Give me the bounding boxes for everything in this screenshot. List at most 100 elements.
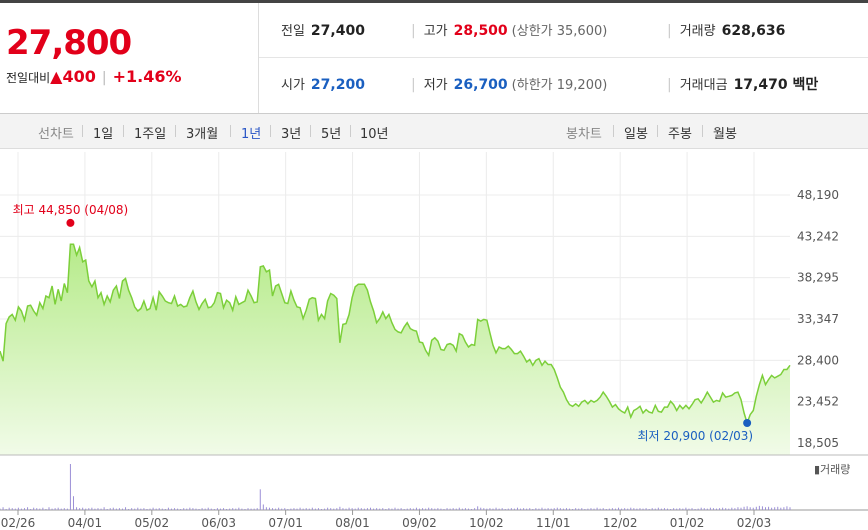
- volume-bar: [572, 509, 574, 510]
- volume-bar: [737, 507, 739, 510]
- cell-divider: |: [667, 23, 672, 39]
- tab-period-3m[interactable]: 3개월: [186, 127, 219, 142]
- prev-close-value: 27,400: [310, 23, 365, 39]
- y-tick-label: 38,295: [797, 271, 839, 285]
- trade-amount: | 거래대금 17,470 백만: [667, 74, 818, 94]
- volume-bar: [229, 508, 231, 510]
- volume-bar: [82, 507, 84, 510]
- x-tick-label: 06/03: [201, 516, 236, 530]
- volume-bar: [728, 508, 730, 510]
- tab-period-1w[interactable]: 1주일: [134, 127, 167, 142]
- y-tick-label: 23,452: [797, 395, 839, 409]
- tab-candle-weekly[interactable]: 주봉: [668, 127, 692, 142]
- volume-bar: [633, 508, 635, 510]
- volume-bar: [654, 508, 656, 510]
- change-label: 전일대비: [6, 71, 51, 85]
- tab-period-1y[interactable]: 1년: [241, 127, 262, 142]
- volume-bar: [195, 508, 197, 510]
- volume-bar: [765, 507, 767, 510]
- volume-bar: [596, 507, 598, 510]
- volume-bar: [314, 508, 316, 510]
- y-axis-labels: 48,190 43,242 38,295 33,347 28,400 23,452 18,5…: [797, 188, 839, 450]
- volume-bar: [700, 507, 702, 510]
- upper-limit: (상한가 35,600): [511, 24, 608, 39]
- tab-period-5y[interactable]: 5년: [321, 127, 342, 142]
- volume-bar: [363, 508, 365, 510]
- volume-bar: [483, 508, 485, 510]
- volume-bar: [559, 508, 561, 510]
- amount-value: 17,470 백만: [733, 77, 819, 93]
- volume-bar: [774, 507, 776, 510]
- lower-limit: (하한가 19,200): [511, 78, 608, 93]
- volume-bar: [477, 506, 479, 510]
- volume-bar: [382, 508, 384, 510]
- volume-bar: [657, 507, 659, 510]
- volume-bar: [471, 509, 473, 510]
- cell-divider: |: [411, 77, 416, 93]
- volume-bar: [278, 507, 280, 510]
- tab-candle-monthly[interactable]: 월봉: [713, 127, 737, 142]
- min-marker: [743, 418, 752, 427]
- x-axis-labels: 02/26 04/01 05/02 06/03 07/01 08/01 09/02 10/02…: [1, 510, 771, 530]
- volume-bar: [618, 507, 620, 510]
- volume-bar: [357, 507, 359, 510]
- price-line: [0, 243, 791, 426]
- volume-bar: [284, 508, 286, 510]
- volume-bar: [66, 508, 68, 510]
- volume-bar: [761, 506, 763, 510]
- volume-bar: [186, 508, 188, 510]
- volume-bar: [265, 507, 267, 510]
- volume-bar: [155, 508, 157, 510]
- volume-bar: [69, 464, 71, 510]
- y-tick-label: 33,347: [797, 312, 839, 326]
- volume-bar: [645, 508, 647, 510]
- max-marker: [66, 218, 75, 227]
- volume-bar: [474, 508, 476, 510]
- cell-divider: |: [667, 77, 672, 93]
- tab-candle-daily[interactable]: 일봉: [624, 127, 648, 142]
- volume-bar: [48, 507, 50, 510]
- volume-bar: [752, 507, 754, 510]
- volume-bar: [467, 508, 469, 510]
- volume-bar: [614, 508, 616, 510]
- volume-bar: [385, 509, 387, 510]
- volume-bar: [507, 508, 509, 510]
- volume-bar: [397, 508, 399, 510]
- volume-bar: [422, 508, 424, 510]
- volume-bar: [327, 507, 329, 510]
- volume-bar: [452, 508, 454, 510]
- volume-bar: [2, 507, 4, 510]
- volume-bar: [256, 508, 258, 510]
- volume-bar: [11, 508, 13, 510]
- volume-bar: [667, 508, 669, 510]
- tab-divider: [657, 125, 658, 137]
- volume-bar: [97, 508, 99, 510]
- volume-bar: [177, 508, 179, 510]
- volume-bar: [743, 506, 745, 510]
- high-label: 고가: [423, 24, 448, 39]
- tab-period-3y[interactable]: 3년: [281, 127, 302, 142]
- volume-bar: [216, 508, 218, 510]
- volume-bar: [305, 508, 307, 510]
- volume-bar: [578, 508, 580, 510]
- volume-bar: [630, 507, 632, 510]
- volume-legend: ▮거래량: [814, 463, 850, 476]
- volume-bar: [342, 508, 344, 510]
- volume-bar: [345, 508, 347, 510]
- volume-bar: [758, 505, 760, 510]
- volume-bar: [23, 508, 25, 510]
- volume-bar: [302, 508, 304, 510]
- tab-period-10y[interactable]: 10년: [360, 127, 389, 142]
- tab-period-1d[interactable]: 1일: [93, 127, 114, 142]
- x-tick-label: 10/02: [469, 516, 504, 530]
- volume-bar: [599, 508, 601, 510]
- volume-bar: [238, 507, 240, 510]
- volume-bar: [780, 507, 782, 510]
- tab-divider: [270, 125, 271, 137]
- y-tick-label: 28,400: [797, 353, 839, 367]
- volume-bar: [624, 508, 626, 510]
- volume-bar: [584, 509, 586, 510]
- volume-bar: [480, 507, 482, 510]
- volume-bar: [366, 508, 368, 510]
- volume-bar: [403, 509, 405, 510]
